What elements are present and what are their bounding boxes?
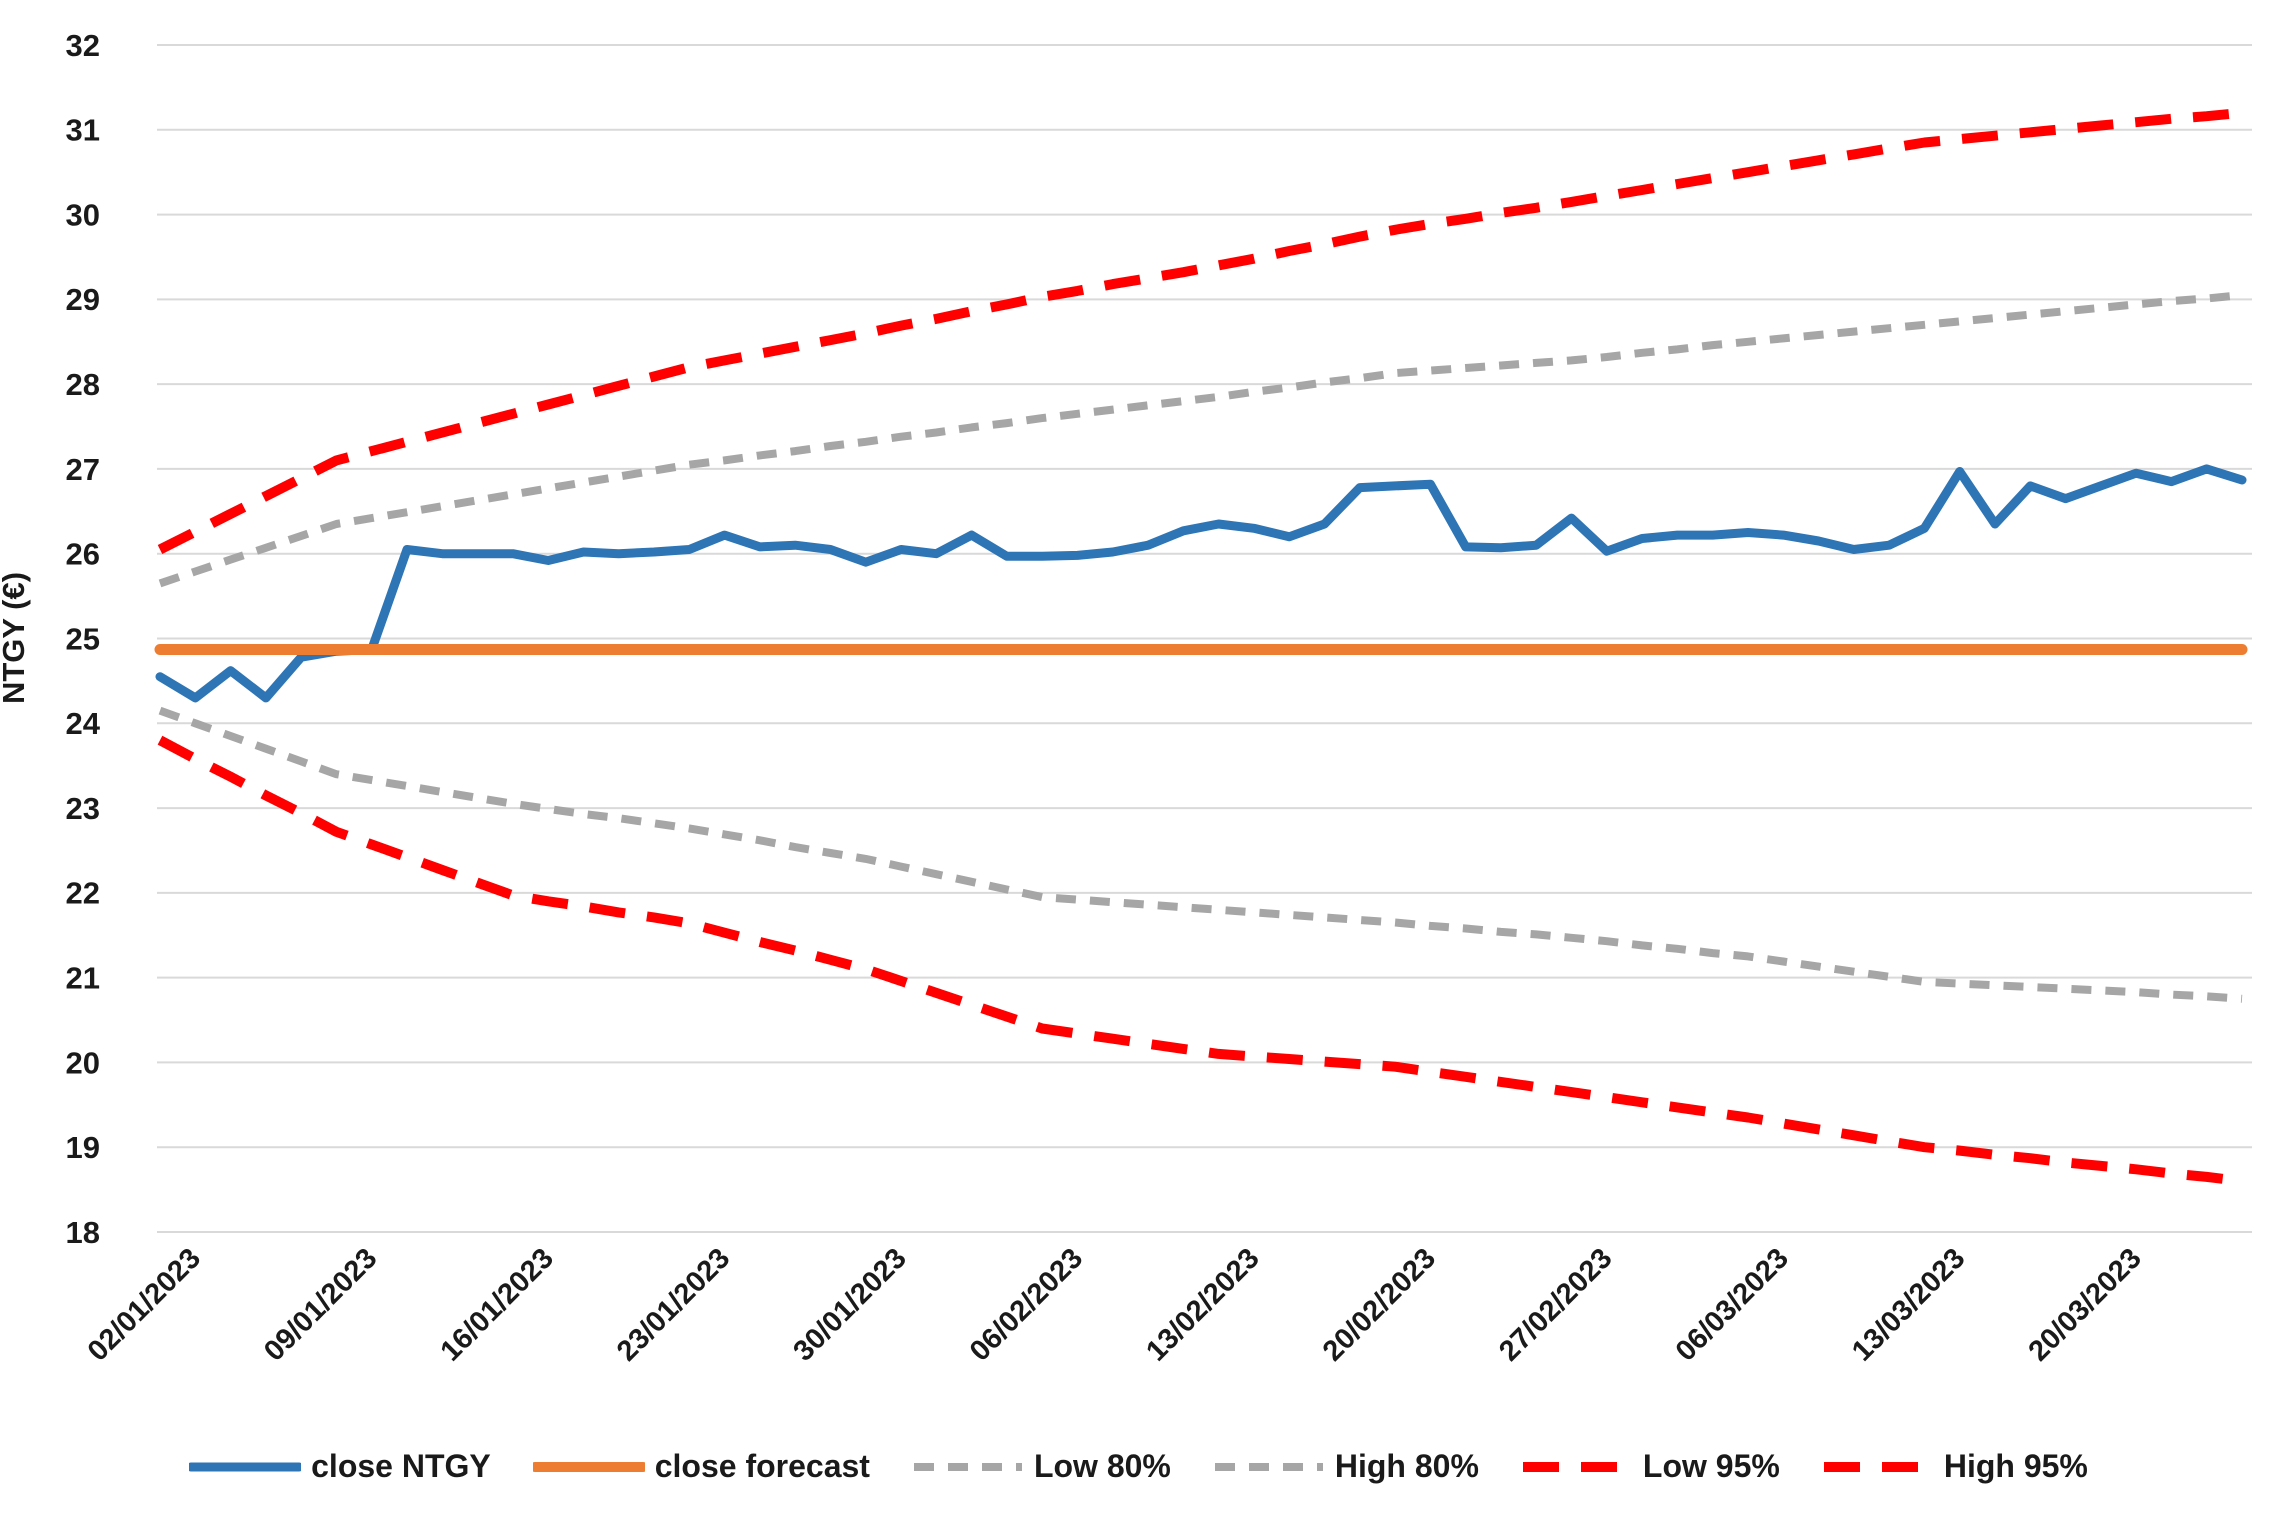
series-line-high-80- [158,291,2243,588]
gridlines [157,44,2252,1233]
y-axis-tick-label: 31 [66,113,100,148]
legend-label: Low 95% [1642,1448,1780,1484]
legend-item-low-95-: Low 95% [1521,1448,1780,1485]
y-axis-tick-label: 25 [66,621,100,656]
y-axis-tick-label: 27 [66,452,100,487]
x-axis-tick-label: 06/03/2023 [1670,1242,1795,1367]
legend-marker-line [189,1462,302,1471]
legend-marker-line [913,1462,1022,1471]
y-axis-tick-label: 20 [66,1045,100,1080]
series-lines [154,107,2248,1187]
legend-label: Low 80% [1033,1448,1171,1484]
x-axis-tick-label: 16/01/2023 [435,1242,560,1367]
x-axis-tick-labels: 02/01/2023 09/01/2023 16/01/2023 23/01/2023… [82,1242,2148,1367]
y-axis-tick-label: 21 [66,960,100,995]
y-axis-tick-label: 18 [66,1215,100,1250]
legend-item-close-forecast: close forecast [532,1448,870,1485]
y-axis-tick-label: 29 [66,282,100,317]
legend-label: High 80% [1334,1448,1479,1484]
y-axis-tick-label: 24 [66,706,101,741]
x-axis-tick-label: 20/03/2023 [2023,1242,2148,1367]
series-line-low-95- [157,735,2243,1187]
x-axis-tick-label: 02/01/2023 [82,1242,207,1367]
x-axis-tick-label: 13/02/2023 [1140,1242,1265,1367]
x-axis-tick-label: 20/02/2023 [1317,1242,1442,1367]
legend-label: close NTGY [311,1448,491,1484]
y-axis-tick-label: 28 [66,367,100,402]
y-axis-tick-label: 26 [66,537,100,572]
legend-label: close forecast [654,1448,870,1484]
x-axis-tick-label: 23/01/2023 [611,1242,736,1367]
y-axis-tick-label: 23 [66,791,100,826]
series-line-high-95- [157,107,2243,554]
y-axis-tick-label: 19 [66,1130,100,1165]
legend-marker-line [1823,1461,1932,1472]
legend-item-low-80-: Low 80% [912,1448,1171,1485]
y-axis-tick-label: 30 [66,197,100,232]
legend-marker-line [532,1461,645,1472]
legend-item-close-ntgy: close NTGY [189,1448,491,1485]
legend-marker-line [1522,1461,1631,1472]
x-axis-tick-label: 09/01/2023 [258,1242,383,1367]
y-axis-tick-label: 32 [66,28,100,63]
legend-item-high-95-: High 95% [1822,1448,2088,1485]
x-axis-tick-label: 06/02/2023 [964,1242,1089,1367]
legend-label: High 95% [1943,1448,2088,1484]
series-line-low-80- [158,706,2243,1003]
legend-item-high-80-: High 80% [1213,1448,1479,1485]
legend-marker-line [1214,1462,1323,1471]
y-axis-tick-labels: 18 19 20 21 22 23 24 25 26 27 28 29 30 31 32 [66,28,101,1250]
series-line-close-ntgy [155,464,2247,703]
y-axis-tick-label: 22 [66,876,100,911]
x-axis-tick-label: 27/02/2023 [1493,1242,1618,1367]
x-axis-tick-label: 13/03/2023 [1846,1242,1971,1367]
x-axis-tick-label: 30/01/2023 [787,1242,912,1367]
chart-legend: close NTGY close forecast Low 80% High 80% L… [0,1448,2277,1485]
